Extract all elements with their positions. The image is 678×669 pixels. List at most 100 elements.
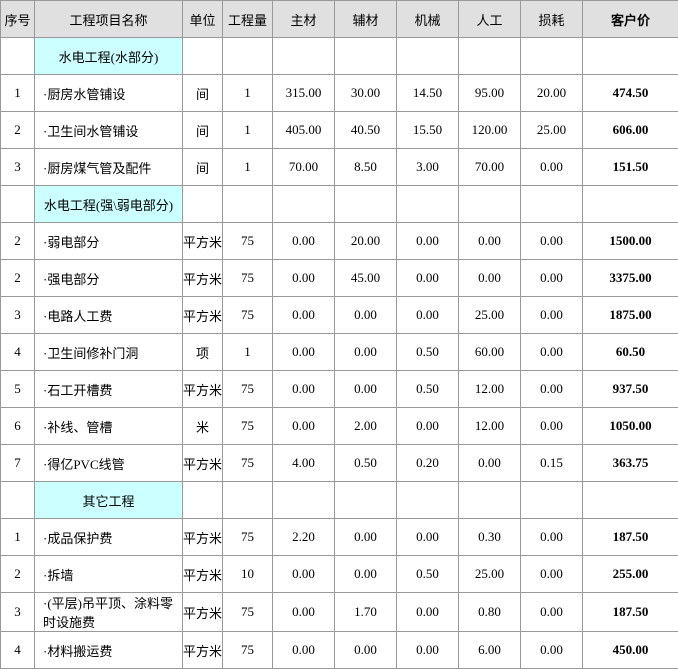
cell-main-material: 0.00	[273, 260, 335, 297]
cell-qty: 75	[223, 632, 273, 669]
section-empty-cell	[335, 482, 397, 519]
header-mach: 机械	[397, 1, 459, 38]
table-row: 3·电路人工费平方米750.000.000.0025.000.001875.00	[1, 297, 678, 334]
cell-loss: 0.00	[521, 593, 583, 632]
cell-labor: 0.00	[459, 260, 521, 297]
cell-qty: 75	[223, 223, 273, 260]
cell-item-name: ·(平层)吊平顶、涂料零时设施费	[35, 593, 183, 632]
cell-seq: 2	[1, 260, 35, 297]
cell-customer-price: 1050.00	[583, 408, 678, 445]
cell-main-material: 0.00	[273, 408, 335, 445]
table-row: 6·补线、管槽米750.002.000.0012.000.001050.00	[1, 408, 678, 445]
cell-labor: 95.00	[459, 75, 521, 112]
cell-labor: 12.00	[459, 408, 521, 445]
cell-machinery: 0.00	[397, 223, 459, 260]
cell-customer-price: 255.00	[583, 556, 678, 593]
cell-item-name: ·电路人工费	[35, 297, 183, 334]
cell-aux-material: 40.50	[335, 112, 397, 149]
cell-unit: 间	[183, 75, 223, 112]
section-label: 其它工程	[35, 482, 183, 519]
header-labor: 人工	[459, 1, 521, 38]
table-row: 5·石工开槽费平方米750.000.000.5012.000.00937.50	[1, 371, 678, 408]
cell-qty: 1	[223, 149, 273, 186]
cell-loss: 0.00	[521, 519, 583, 556]
header-customer-price: 客户价	[583, 1, 678, 38]
cell-unit: 米	[183, 408, 223, 445]
cell-aux-material: 0.00	[335, 297, 397, 334]
cell-loss: 20.00	[521, 75, 583, 112]
cell-item-name: ·材料搬运费	[35, 632, 183, 669]
cell-machinery: 0.00	[397, 408, 459, 445]
cell-machinery: 3.00	[397, 149, 459, 186]
cell-unit: 平方米	[183, 445, 223, 482]
section-empty-cell	[459, 482, 521, 519]
cell-unit: 平方米	[183, 260, 223, 297]
section-empty-cell	[521, 38, 583, 75]
section-label: 水电工程(强\弱电部分)	[35, 186, 183, 223]
table-row: 7·得亿PVC线管平方米754.000.500.200.000.15363.75	[1, 445, 678, 482]
table-row: 4·卫生间修补门洞项10.000.000.5060.000.0060.50	[1, 334, 678, 371]
cell-item-name: ·弱电部分	[35, 223, 183, 260]
cell-unit: 项	[183, 334, 223, 371]
cell-customer-price: 3375.00	[583, 260, 678, 297]
cell-aux-material: 2.00	[335, 408, 397, 445]
cell-machinery: 0.00	[397, 593, 459, 632]
cell-item-name: ·厨房煤气管及配件	[35, 149, 183, 186]
cell-labor: 70.00	[459, 149, 521, 186]
cell-qty: 75	[223, 445, 273, 482]
cell-item-name: ·补线、管槽	[35, 408, 183, 445]
cell-qty: 1	[223, 75, 273, 112]
cell-aux-material: 30.00	[335, 75, 397, 112]
header-main: 主材	[273, 1, 335, 38]
cell-labor: 60.00	[459, 334, 521, 371]
cell-unit: 平方米	[183, 593, 223, 632]
quotation-table: 序号 工程项目名称 单位 工程量 主材 辅材 机械 人工 损耗 客户价 水电工程…	[0, 0, 678, 669]
cell-customer-price: 937.50	[583, 371, 678, 408]
cell-aux-material: 0.00	[335, 519, 397, 556]
cell-qty: 75	[223, 371, 273, 408]
cell-aux-material: 0.00	[335, 632, 397, 669]
table-row: 2·弱电部分平方米750.0020.000.000.000.001500.00	[1, 223, 678, 260]
table-row: 其它工程	[1, 482, 678, 519]
table-row: 2·强电部分平方米750.0045.000.000.000.003375.00	[1, 260, 678, 297]
section-seq-cell	[1, 482, 35, 519]
table-body: 水电工程(水部分)1·厨房水管铺设间1315.0030.0014.5095.00…	[1, 38, 678, 669]
cell-loss: 0.00	[521, 371, 583, 408]
cell-item-name: ·成品保护费	[35, 519, 183, 556]
cell-main-material: 0.00	[273, 334, 335, 371]
cell-loss: 0.00	[521, 334, 583, 371]
cell-main-material: 4.00	[273, 445, 335, 482]
cell-qty: 1	[223, 112, 273, 149]
cell-customer-price: 474.50	[583, 75, 678, 112]
section-empty-cell	[223, 482, 273, 519]
section-empty-cell	[183, 38, 223, 75]
cell-machinery: 0.50	[397, 556, 459, 593]
cell-seq: 4	[1, 632, 35, 669]
section-seq-cell	[1, 186, 35, 223]
section-seq-cell	[1, 38, 35, 75]
cell-loss: 0.15	[521, 445, 583, 482]
cell-aux-material: 20.00	[335, 223, 397, 260]
section-empty-cell	[397, 482, 459, 519]
cell-unit: 平方米	[183, 371, 223, 408]
cell-unit: 间	[183, 112, 223, 149]
cell-labor: 6.00	[459, 632, 521, 669]
cell-aux-material: 0.00	[335, 556, 397, 593]
cell-labor: 25.00	[459, 556, 521, 593]
cell-seq: 3	[1, 297, 35, 334]
section-empty-cell	[459, 186, 521, 223]
cell-main-material: 2.20	[273, 519, 335, 556]
header-aux: 辅材	[335, 1, 397, 38]
cell-unit: 平方米	[183, 556, 223, 593]
cell-loss: 0.00	[521, 556, 583, 593]
table-row: 水电工程(水部分)	[1, 38, 678, 75]
section-empty-cell	[335, 38, 397, 75]
cell-customer-price: 60.50	[583, 334, 678, 371]
cell-customer-price: 606.00	[583, 112, 678, 149]
cell-customer-price: 450.00	[583, 632, 678, 669]
cell-qty: 75	[223, 408, 273, 445]
cell-unit: 平方米	[183, 632, 223, 669]
cell-main-material: 0.00	[273, 297, 335, 334]
header-loss: 损耗	[521, 1, 583, 38]
cell-machinery: 0.00	[397, 297, 459, 334]
